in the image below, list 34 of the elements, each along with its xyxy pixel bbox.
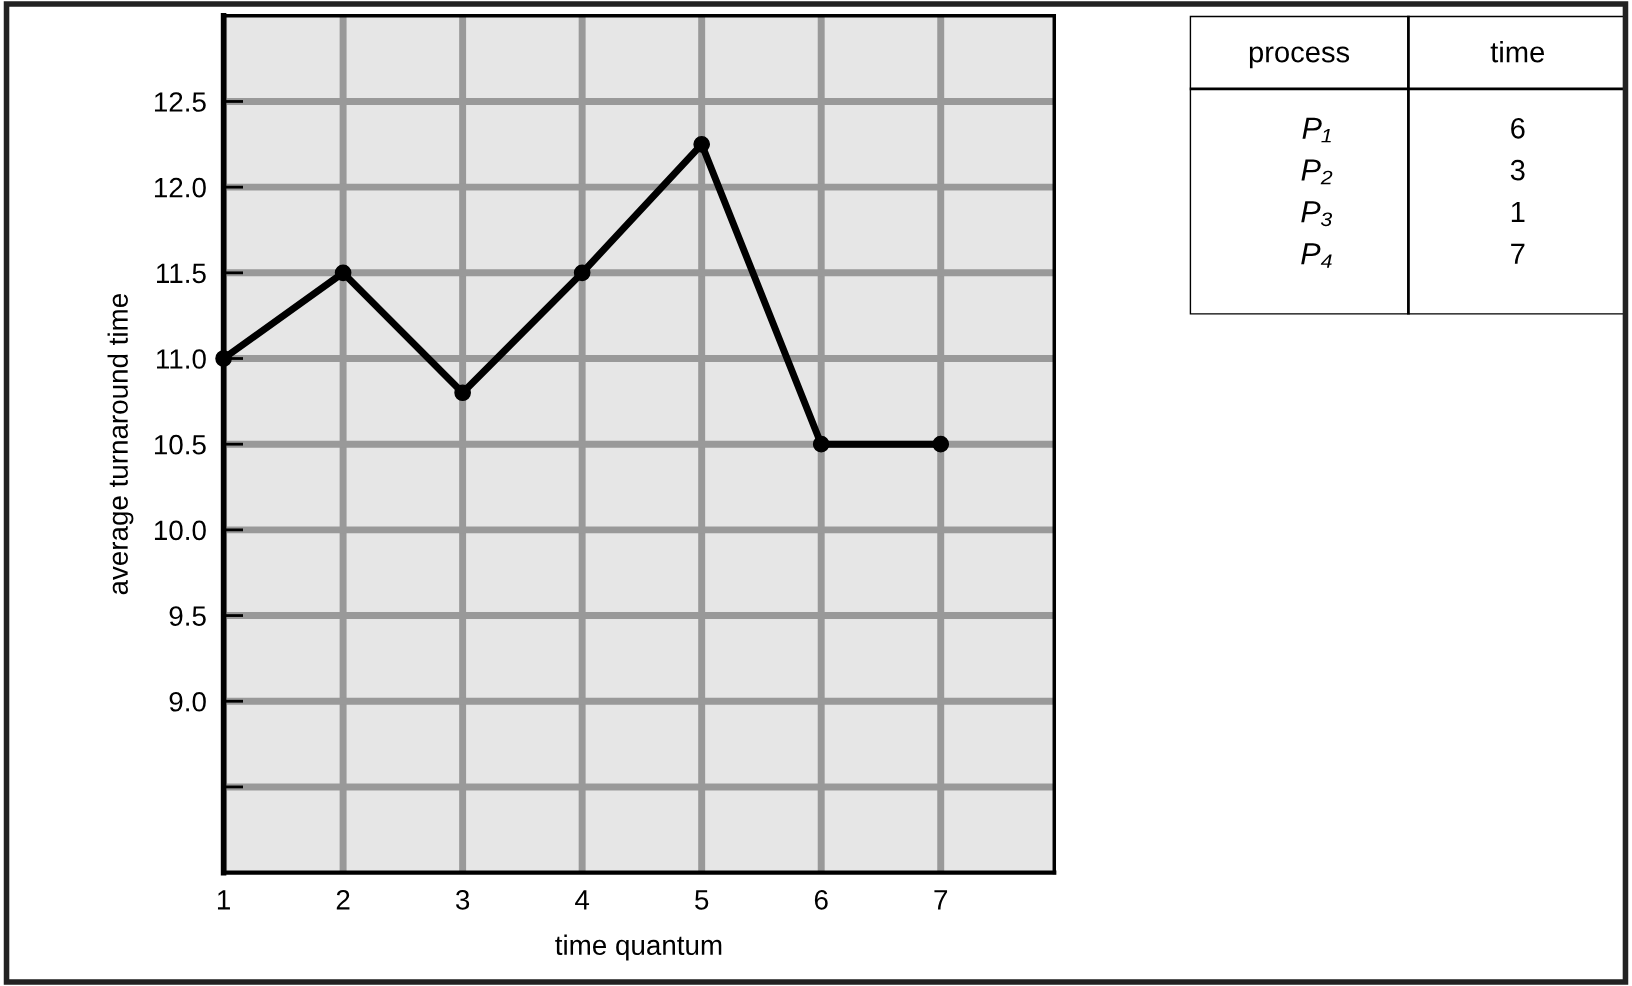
point: [215, 350, 232, 367]
x-tick-label: 2: [336, 890, 350, 910]
text: P₁: [1302, 117, 1331, 143]
point: [334, 264, 352, 282]
text: P₃: [1301, 201, 1333, 227]
y-tick-label: 9.0: [169, 691, 206, 712]
point: [812, 435, 830, 453]
y-tick-label: 9.5: [169, 606, 206, 626]
y-tick-label: 12.0: [154, 177, 206, 198]
y-tick-label: 11.0: [157, 349, 206, 369]
point: [932, 435, 950, 453]
text: process: [1249, 46, 1350, 69]
point: [693, 135, 711, 153]
text: 7: [1511, 243, 1525, 264]
x-tick-label: 6: [814, 890, 828, 910]
text: P₂: [1301, 159, 1333, 185]
point: [454, 384, 471, 402]
x-axis-title: time quantum: [555, 934, 722, 961]
text: 6: [1511, 117, 1525, 139]
text: 3: [1510, 159, 1525, 181]
y-tick-label: 11.5: [157, 263, 206, 284]
x-tick-label: 4: [575, 890, 590, 910]
y-axis-title: average turnaround time: [107, 294, 134, 595]
x-tick-label: 3: [455, 890, 470, 910]
point: [573, 264, 591, 282]
x-tick-label: 7: [934, 890, 948, 910]
y-tick-label: 12.5: [154, 92, 206, 112]
text: 1: [1511, 201, 1525, 222]
x-tick-label: 5: [695, 890, 709, 910]
y-tick-label: 10.0: [154, 520, 206, 541]
x-tick-label: 1: [217, 890, 230, 910]
text: P₄: [1301, 243, 1332, 268]
text: time: [1490, 41, 1545, 63]
y-tick-label: 10.5: [154, 434, 206, 455]
